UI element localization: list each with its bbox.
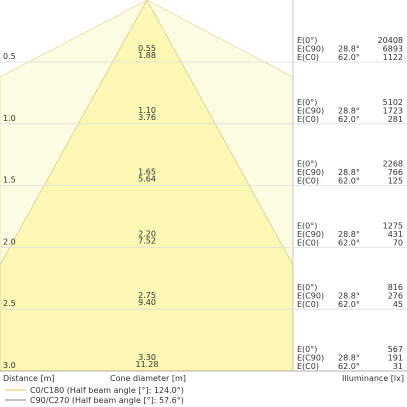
illuminance-value: 70	[393, 238, 403, 247]
illuminance-value: 1723	[383, 106, 403, 115]
diameter-c90: 2.20	[138, 229, 156, 238]
diameter-c90: 3.30	[138, 353, 156, 362]
illuminance-value: 816	[388, 283, 403, 292]
diameter-c90: 1.65	[138, 168, 156, 177]
illuminance-value: 1275	[383, 221, 403, 230]
legend-label: C0/C180 (Half beam angle [°]: 124.0°)	[30, 386, 184, 395]
table-label: E(C90)	[297, 45, 324, 54]
illuminance-value: 5102	[383, 98, 403, 107]
table-label: E(0°)	[297, 221, 317, 230]
half-angle: 28.8°	[338, 230, 360, 239]
diameter-c0: 3.76	[138, 113, 156, 122]
diameter-c0: 1.88	[138, 51, 156, 60]
table-label: E(C0)	[297, 300, 319, 309]
half-angle: 28.8°	[338, 168, 360, 177]
half-angle: 28.8°	[338, 292, 360, 301]
table-label: E(C90)	[297, 106, 324, 115]
illuminance-value: 431	[388, 230, 403, 239]
table-label: E(0°)	[297, 160, 317, 169]
half-angle: 28.8°	[338, 45, 360, 54]
diameter-c0: 11.28	[136, 360, 159, 369]
table-label: E(C90)	[297, 354, 324, 363]
half-angle: 62.0°	[338, 53, 360, 62]
table-label: E(C90)	[297, 230, 324, 239]
illuminance-value: 766	[388, 168, 403, 177]
illuminance-value: 31	[393, 362, 403, 371]
half-angle: 62.0°	[338, 238, 360, 247]
axis-label: Cone diameter [m]	[110, 374, 186, 383]
half-angle: 62.0°	[338, 115, 360, 124]
legend-label: C90/C270 (Half beam angle [°]: 57.6°)	[30, 396, 184, 405]
axis-label: Illuminance [lx]	[342, 374, 404, 383]
table-label: E(0°)	[297, 283, 317, 292]
table-label: E(0°)	[297, 345, 317, 354]
illuminance-value: 276	[388, 292, 403, 301]
half-angle: 62.0°	[338, 300, 360, 309]
illuminance-value: 281	[388, 115, 403, 124]
illuminance-value: 125	[388, 177, 403, 186]
table-label: E(C0)	[297, 53, 319, 62]
illuminance-value: 6893	[383, 45, 403, 54]
table-label: E(C0)	[297, 177, 319, 186]
half-angle: 62.0°	[338, 362, 360, 371]
diameter-c0: 5.64	[138, 175, 156, 184]
distance-label: 2.0	[3, 237, 16, 246]
table-label: E(C0)	[297, 115, 319, 124]
half-angle: 28.8°	[338, 106, 360, 115]
diameter-c90: 2.75	[138, 291, 156, 300]
distance-label: 3.0	[3, 361, 16, 370]
illuminance-value: 2268	[383, 160, 403, 169]
illuminance-value: 45	[393, 300, 403, 309]
table-label: E(0°)	[297, 36, 317, 45]
illuminance-value: 191	[388, 354, 403, 363]
table-label: E(C0)	[297, 238, 319, 247]
table-label: E(C0)	[297, 362, 319, 371]
half-angle: 62.0°	[338, 177, 360, 186]
diameter-c0: 9.40	[138, 298, 156, 307]
table-label: E(C90)	[297, 292, 324, 301]
table-label: E(C90)	[297, 168, 324, 177]
distance-label: 1.5	[3, 176, 16, 185]
axis-label: Distance [m]	[3, 374, 55, 383]
distance-label: 0.5	[3, 52, 16, 61]
illuminance-value: 1122	[383, 53, 403, 62]
diameter-c90: 0.55	[138, 44, 156, 53]
distance-label: 1.0	[3, 114, 16, 123]
table-label: E(0°)	[297, 98, 317, 107]
diameter-c90: 1.10	[138, 106, 156, 115]
illuminance-value: 567	[388, 345, 403, 354]
illuminance-value: 20408	[378, 36, 403, 45]
half-angle: 28.8°	[338, 354, 360, 363]
diameter-c0: 7.52	[138, 236, 156, 245]
distance-label: 2.5	[3, 299, 16, 308]
